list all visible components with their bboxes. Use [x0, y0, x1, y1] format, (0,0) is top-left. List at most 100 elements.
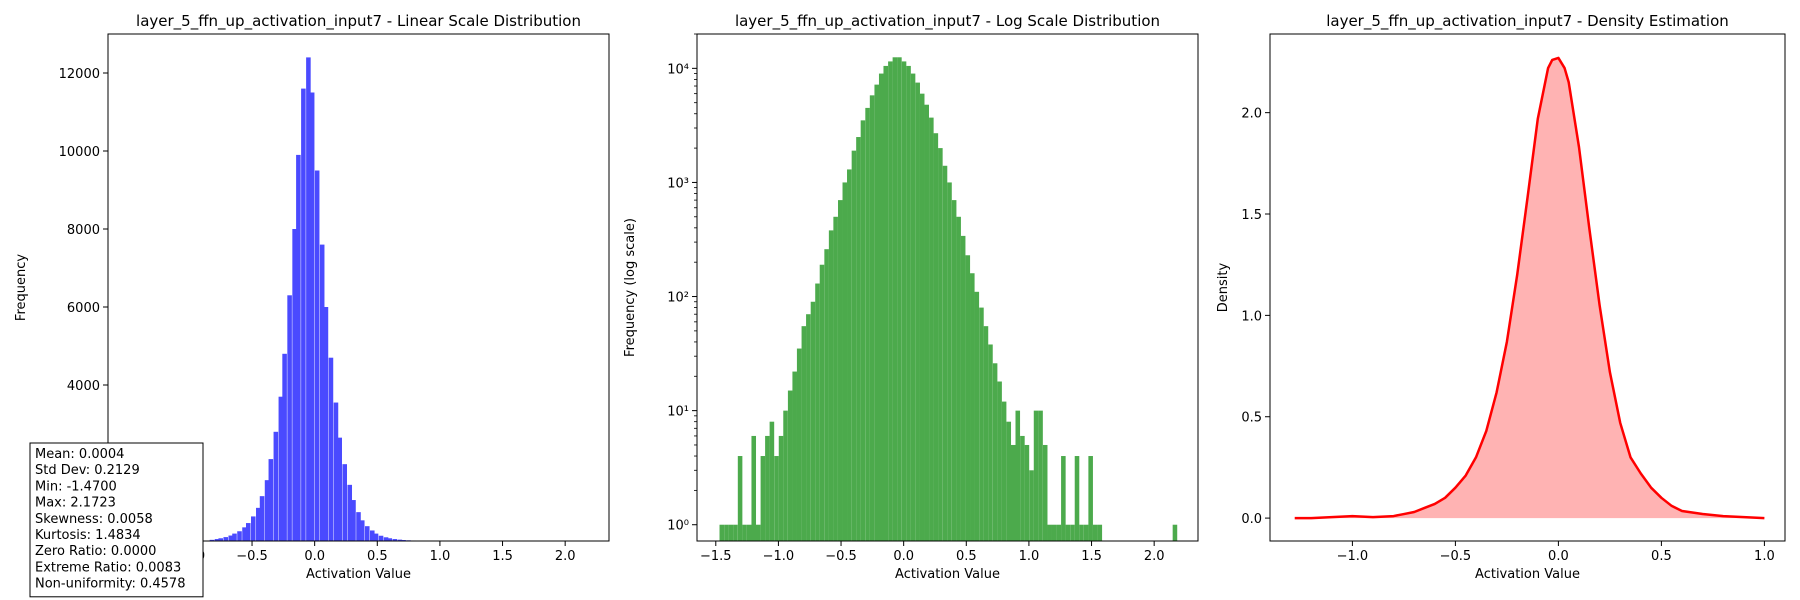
x-tick-label: 0.5	[956, 549, 977, 564]
histogram-bar	[847, 169, 852, 541]
histogram-bar	[246, 523, 251, 541]
histogram-bar	[856, 137, 861, 542]
y-tick-label: 8000	[67, 223, 100, 238]
x-tick-label: −0.5	[236, 549, 268, 564]
histogram-bar	[1042, 444, 1048, 541]
x-tick-label: 0.5	[1651, 549, 1672, 564]
stats-box-frame	[29, 442, 204, 598]
histogram-bar	[910, 73, 916, 541]
histogram-bar	[815, 283, 820, 541]
y-tick-label: 10¹	[667, 405, 689, 420]
y-tick-label: 6000	[67, 301, 100, 316]
histogram-bar	[883, 65, 889, 542]
histogram-bar	[1088, 456, 1093, 541]
histogram-bars	[209, 57, 466, 542]
histogram-bar	[888, 61, 893, 542]
y-tick-label: 0.0	[1241, 512, 1262, 527]
histogram-bar	[1015, 410, 1021, 541]
histogram-bar	[1020, 435, 1025, 541]
histogram-bar	[237, 531, 242, 541]
stats-box-line: Kurtosis: 1.4834	[35, 528, 141, 543]
axes-frame	[696, 33, 1199, 542]
stats-box-line: Non-uniformity: 0.4578	[35, 577, 185, 592]
histogram-bar	[1047, 524, 1052, 541]
histogram-bar	[878, 73, 884, 541]
y-tick-label: 0.5	[1241, 411, 1262, 426]
histogram-bar	[323, 307, 329, 541]
histogram-bar	[901, 61, 907, 542]
histogram-bar	[256, 507, 261, 541]
stats-box-line: Zero Ratio: 0.0000	[35, 544, 156, 559]
histogram-bar	[1074, 456, 1080, 541]
histogram-bar	[1097, 524, 1103, 541]
x-axis-ticks: −1.5 −1.0 −0.5 0.0 0.5 1.0 1.5 2.0	[700, 541, 1165, 564]
x-tick-label: −1.0	[1337, 549, 1369, 564]
x-axis-ticks: −1.0 −0.5 0.0 0.5 1.0	[1337, 541, 1775, 564]
stats-box-line: Mean: 0.0004	[35, 447, 124, 462]
histogram-bar	[929, 117, 934, 542]
histogram-bar	[751, 435, 757, 541]
histogram-bar	[806, 314, 811, 541]
histogram-bar	[1029, 470, 1034, 541]
histogram-bar	[351, 500, 356, 541]
histogram-bar	[1079, 524, 1084, 541]
x-tick-label: 0.5	[367, 549, 388, 564]
histogram-bar	[1006, 421, 1012, 541]
histogram-bar	[301, 88, 306, 541]
histogram-bar	[1024, 444, 1030, 541]
histogram-bar	[223, 537, 229, 541]
histogram-bar	[319, 244, 325, 541]
y-axis-label: Density	[1216, 262, 1231, 312]
y-tick-label: 1.0	[1241, 309, 1262, 324]
x-tick-label: 0.0	[304, 549, 325, 564]
y-axis-label: Frequency (log scale)	[623, 218, 638, 357]
histogram-bar	[383, 537, 389, 541]
x-axis-label: Activation Value	[1475, 567, 1580, 582]
histogram-bar	[356, 512, 361, 541]
histogram-bar	[1061, 456, 1066, 541]
histogram-bar	[960, 235, 966, 541]
histogram-bar	[347, 484, 353, 541]
histogram-bar	[965, 255, 971, 541]
x-tick-label: 0.0	[1548, 549, 1569, 564]
histogram-bar	[874, 84, 880, 542]
histogram-bar	[865, 107, 870, 541]
y-tick-label: 2.0	[1241, 107, 1262, 122]
histogram-bar	[755, 524, 761, 541]
histogram-bar	[742, 524, 747, 541]
histogram-bar	[947, 182, 952, 541]
histogram-bar	[892, 57, 898, 541]
chart-panel-2: −1.5 −1.0 −0.5 0.0 0.5 1.0 1.5 2.010⁰10¹10²10³1…	[623, 12, 1199, 582]
histogram-bar	[1001, 401, 1007, 541]
density-fill	[1294, 57, 1765, 519]
x-tick-label: 0.0	[893, 549, 914, 564]
x-tick-label: 1.0	[430, 549, 451, 564]
stats-box-line: Extreme Ratio: 0.0083	[35, 560, 181, 575]
histogram-bar	[264, 480, 270, 541]
histogram-bar	[774, 456, 779, 541]
histogram-bar	[760, 456, 766, 541]
histogram-bar	[1033, 410, 1039, 541]
histogram-bar	[897, 57, 902, 541]
x-tick-label: 1.0	[1754, 549, 1775, 564]
histogram-bar	[387, 538, 393, 541]
histogram-bar	[328, 357, 334, 541]
histogram-bar	[287, 295, 292, 541]
histogram-bar	[728, 524, 734, 541]
histogram-bar	[924, 104, 929, 542]
chart-title: layer_5_ffn_up_activation_input7 - Log S…	[735, 12, 1160, 31]
histogram-bar	[1065, 524, 1071, 541]
y-tick-label: 10⁰	[667, 519, 689, 534]
axes-frame	[1269, 33, 1786, 542]
y-axis-ticks: 10⁰ 10¹ 10² 10³ 10⁴	[667, 33, 697, 534]
histogram-bar	[342, 464, 347, 541]
y-tick-label: 10³	[667, 176, 689, 191]
histogram-bar	[828, 230, 834, 541]
stats-box-line: Max: 2.1723	[35, 496, 116, 511]
histogram-bar	[314, 170, 320, 541]
histogram-bar	[397, 539, 403, 541]
x-axis-label: Activation Value	[895, 567, 1000, 582]
histogram-bar	[242, 527, 247, 541]
histogram-bar	[337, 437, 342, 541]
